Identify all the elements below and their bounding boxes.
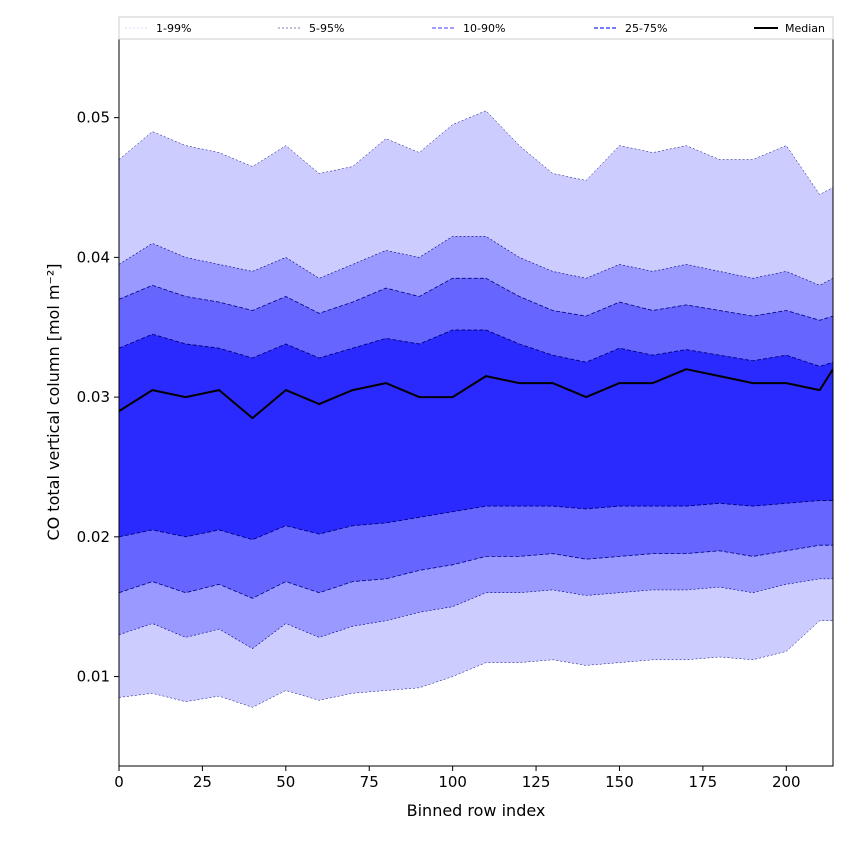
band-25-75-lower-edge [119, 500, 833, 541]
x-tick-label: 75 [360, 773, 379, 791]
y-axis-label: CO total vertical column [mol m⁻²] [44, 263, 63, 540]
legend-label-25-75: 25-75% [625, 22, 667, 35]
y-tick-label: 0.05 [77, 109, 110, 127]
x-tick-label: 125 [522, 773, 551, 791]
band-10-90-upper-edge [119, 277, 833, 321]
x-tick-label: 150 [605, 773, 634, 791]
median-line [119, 368, 833, 420]
band-5-95-lower-edge [119, 578, 833, 649]
legend-label-5-95: 5-95% [309, 22, 344, 35]
band-25-75-upper-edge [119, 329, 833, 367]
y-tick-label: 0.04 [77, 248, 110, 266]
x-tick-label: 100 [438, 773, 467, 791]
x-tick-label: 0 [114, 773, 124, 791]
band-1-99-upper-edge [119, 110, 833, 195]
y-tick-label: 0.03 [77, 388, 110, 406]
legend-label-10-90: 10-90% [463, 22, 505, 35]
y-tick-label: 0.02 [77, 528, 110, 546]
band-5-95-upper-edge [119, 236, 833, 286]
band-10-90-lower-edge [119, 544, 833, 599]
x-axis-label: Binned row index [407, 801, 546, 820]
y-axis: 0.01 0.02 0.03 0.04 0.05 [77, 109, 119, 686]
legend-box [118, 16, 834, 40]
x-tick-label: 175 [689, 773, 718, 791]
legend-label-median: Median [785, 22, 825, 35]
bands-layer [119, 110, 833, 708]
x-tick-label: 25 [193, 773, 212, 791]
x-tick-label: 50 [276, 773, 295, 791]
legend: 1-99% 5-95% 10-90% 25-75% Median [118, 16, 834, 40]
x-tick-label: 200 [772, 773, 801, 791]
median-layer [119, 368, 833, 420]
x-axis: 0 25 50 75 100 125 150 175 200 [114, 766, 801, 791]
band-1-99-lower-edge [119, 620, 833, 708]
legend-label-1-99: 1-99% [156, 22, 191, 35]
y-tick-label: 0.01 [77, 668, 110, 686]
